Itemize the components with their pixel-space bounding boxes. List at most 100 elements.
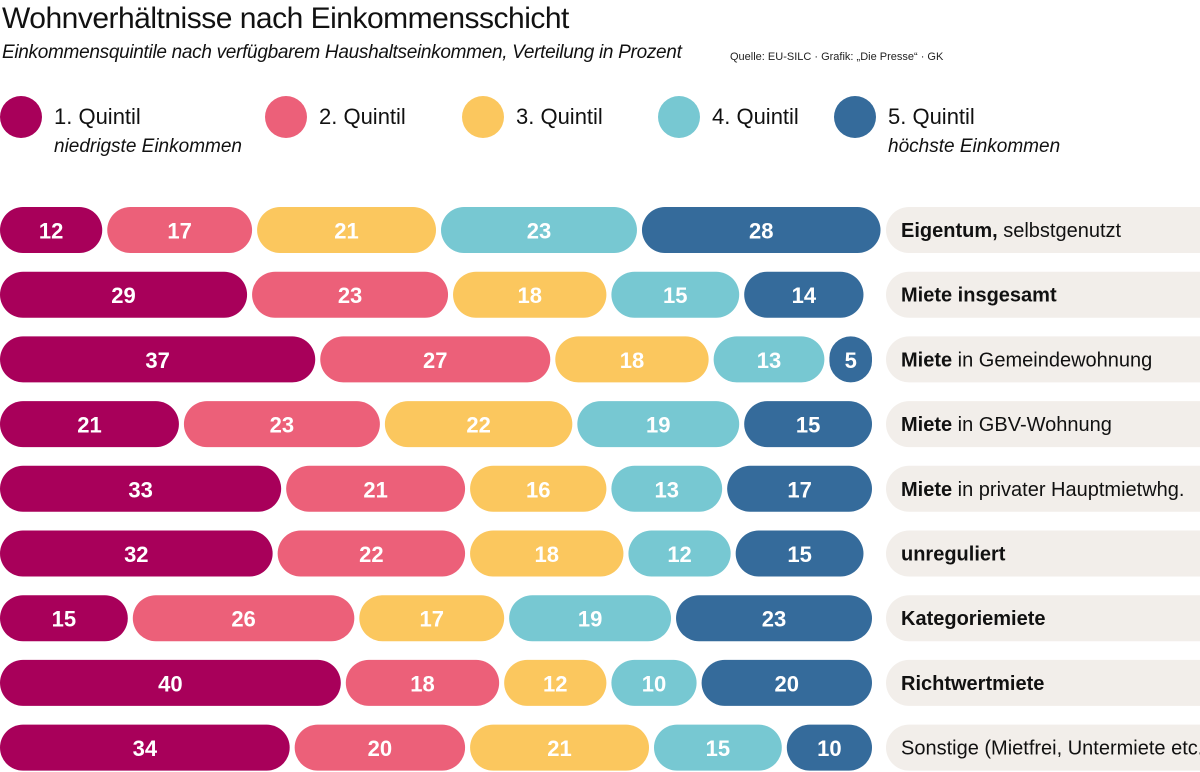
- bar-segment-q1: [0, 724, 290, 771]
- bar-segment-q1: [0, 595, 128, 642]
- data-label: 29: [111, 283, 135, 308]
- data-label: 12: [543, 671, 567, 696]
- category-label-regular: Sonstige (Mietfrei, Untermiete etc.): [901, 738, 1200, 760]
- data-label: 18: [535, 542, 559, 567]
- bar-segment-q1: [0, 271, 248, 318]
- data-label: 27: [423, 348, 447, 373]
- data-label: 16: [526, 477, 550, 502]
- category-label: Kategoriemiete: [901, 608, 1046, 630]
- source-note: Quelle: EU-SILC · Grafik: „Die Presse“ ·…: [730, 51, 944, 63]
- category-label-regular: in privater Hauptmietwhg.: [952, 479, 1184, 501]
- bar-row: 40 18 12 10 20 Richtwertmiete: [0, 659, 1200, 706]
- data-label: 5: [845, 348, 857, 373]
- legend-label: 1. Quintil: [54, 104, 141, 129]
- category-label: Miete in Gemeindewohnung: [901, 349, 1152, 371]
- legend-swatch: [0, 96, 42, 138]
- data-label: 14: [792, 283, 817, 308]
- data-label: 10: [642, 671, 666, 696]
- data-label: 22: [359, 542, 383, 567]
- bar-row: 29 23 18 15 14 Miete insgesamt: [0, 271, 1200, 318]
- bar-segment-q3: [470, 465, 607, 512]
- data-label: 15: [787, 542, 811, 567]
- bar-segment-q5: [701, 659, 872, 706]
- chart-subtitle: Einkommensquintile nach verfügbarem Haus…: [2, 42, 682, 63]
- category-label: unreguliert: [901, 544, 1006, 566]
- category-label: Miete in privater Hauptmietwhg.: [901, 479, 1184, 501]
- category-label-bg: [886, 724, 1200, 771]
- bar-segment-q5: [641, 207, 881, 253]
- bar-segment-q2: [294, 724, 466, 771]
- bar-row: 21 23 22 19 15 Miete in GBV-Wohnung: [0, 401, 1200, 448]
- data-label: 19: [578, 607, 602, 632]
- bar-segment-q4: [611, 465, 723, 512]
- category-label: Miete in GBV-Wohnung: [901, 414, 1112, 436]
- data-label: 23: [338, 283, 362, 308]
- category-label-bold: Miete: [901, 349, 952, 371]
- category-label: Sonstige (Mietfrei, Untermiete etc.): [901, 738, 1200, 760]
- bar-segment-q4: [509, 595, 672, 642]
- bar-segment-q4: [577, 401, 740, 448]
- bar-segment-q3: [359, 595, 505, 642]
- bar-segment-q3: [470, 530, 624, 577]
- data-label: 18: [410, 671, 434, 696]
- data-label: 17: [787, 477, 811, 502]
- data-label: 19: [646, 413, 670, 438]
- category-label: Richtwertmiete: [901, 673, 1044, 695]
- bar-segment-q2: [252, 271, 449, 318]
- category-label-bg: [886, 271, 1200, 318]
- bar-segment-q5: [744, 271, 864, 318]
- data-label: 13: [655, 477, 679, 502]
- bar-segment-q3: [470, 724, 649, 771]
- legend-swatch: [658, 96, 700, 138]
- bar-segment-q2: [277, 530, 466, 577]
- category-label-bg: [886, 401, 1200, 448]
- bar-segment-q5: [744, 401, 872, 448]
- data-label: 15: [663, 283, 687, 308]
- data-label: 20: [775, 671, 799, 696]
- data-label: 17: [167, 219, 191, 244]
- legend-sublabel: niedrigste Einkommen: [54, 136, 242, 157]
- category-label-regular: selbstgenutzt: [998, 220, 1122, 242]
- bar-row: 32 22 18 12 15 unreguliert: [0, 530, 1200, 577]
- data-label: 18: [620, 348, 644, 373]
- data-label: 21: [547, 736, 571, 761]
- bar-segment-q4: [441, 207, 637, 253]
- category-label-regular: in Gemeindewohnung: [952, 349, 1152, 371]
- category-label-bg: [886, 465, 1200, 512]
- bar-segment-q5: [735, 530, 864, 577]
- bar-segment-q4: [654, 724, 782, 771]
- bar-segment-q2: [320, 336, 551, 383]
- category-label-bold: Eigentum,: [901, 220, 998, 242]
- bar-segment-q2: [183, 401, 380, 448]
- bar-segment-q1: [0, 465, 282, 512]
- data-label: 15: [52, 607, 76, 632]
- data-label: 15: [706, 736, 730, 761]
- bar-segment-q1: [0, 659, 341, 706]
- bar-segment-q3: [555, 336, 709, 383]
- bar-segment-q4: [611, 659, 697, 706]
- data-label: 22: [466, 413, 490, 438]
- data-label: 10: [817, 736, 841, 761]
- category-label-bold: Richtwertmiete: [901, 673, 1044, 695]
- category-label-bg: [886, 595, 1200, 642]
- data-label: 13: [757, 348, 781, 373]
- bar-segment-q1: [0, 530, 273, 577]
- data-label: 23: [527, 219, 551, 244]
- bar-segment-q3: [257, 207, 436, 253]
- chart-title: Wohnverhältnisse nach Einkommensschicht: [2, 2, 569, 35]
- data-label: 40: [158, 671, 182, 696]
- legend-label: 4. Quintil: [712, 104, 799, 129]
- data-label: 32: [124, 542, 148, 567]
- bar-row: 15 26 17 19 23 Kategoriemiete: [0, 595, 1200, 642]
- data-label: 34: [133, 736, 158, 761]
- data-label: 37: [145, 348, 169, 373]
- category-label-bg: [886, 207, 1200, 253]
- bar-segment-q1: [0, 336, 316, 383]
- legend-swatch: [265, 96, 307, 138]
- bar-segment-q2: [107, 207, 253, 253]
- category-label-bold: Kategoriemiete: [901, 608, 1046, 630]
- bar-row: 12 17 21 23 28 Eigentum, selbstgenutzt: [0, 207, 1200, 253]
- category-label-bg: [886, 659, 1200, 706]
- bar-segment-q4: [611, 271, 740, 318]
- legend-label: 2. Quintil: [319, 104, 406, 129]
